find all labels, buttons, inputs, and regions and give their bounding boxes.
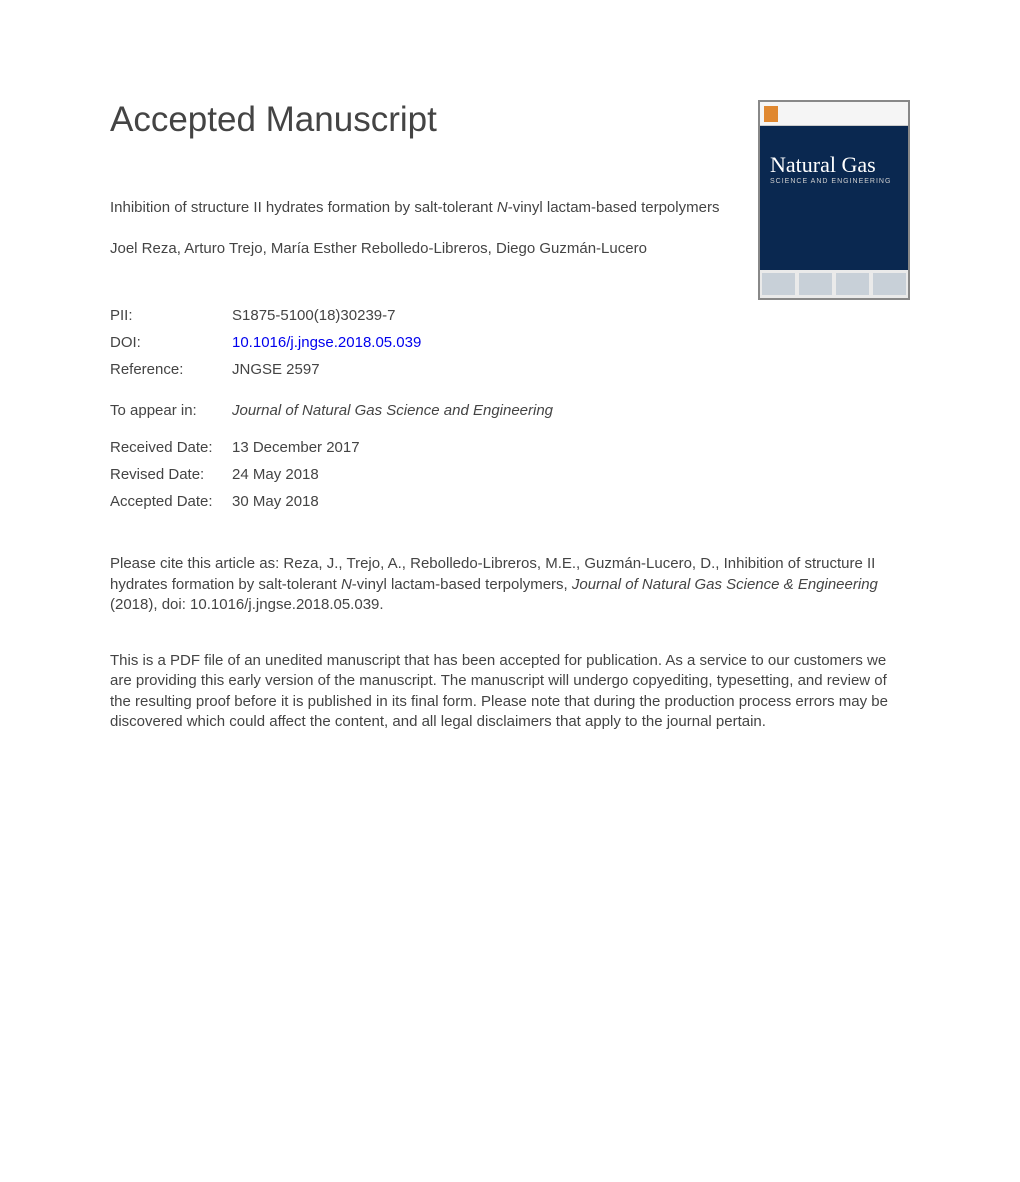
dates-block: Received Date: 13 December 2017 Revised … [110,439,910,510]
accepted-label: Accepted Date: [110,493,232,510]
article-title: Inhibition of structure II hydrates form… [110,198,730,218]
meta-row-reference: Reference: JNGSE 2597 [110,361,910,378]
pii-label: PII: [110,307,232,324]
authors-line: Joel Reza, Arturo Trejo, María Esther Re… [110,240,730,257]
revised-value: 24 May 2018 [232,466,319,483]
appear-in-label: To appear in: [110,402,232,419]
received-label: Received Date: [110,439,232,456]
pii-value: S1875-5100(18)30239-7 [232,307,395,324]
reference-label: Reference: [110,361,232,378]
reference-value: JNGSE 2597 [232,361,320,378]
disclaimer-text: This is a PDF file of an unedited manusc… [110,651,910,732]
citation-text: Please cite this article as: Reza, J., T… [110,554,910,615]
revised-label: Revised Date: [110,466,232,483]
meta-row-pii: PII: S1875-5100(18)30239-7 [110,307,910,324]
accepted-value: 30 May 2018 [232,493,319,510]
doi-label: DOI: [110,334,232,351]
journal-cover-thumbnail: Natural Gas SCIENCE AND ENGINEERING [758,100,910,300]
cover-journal-subtitle: SCIENCE AND ENGINEERING [770,178,898,185]
received-value: 13 December 2017 [232,439,360,456]
cover-footer-strip [760,270,908,298]
meta-row-revised: Revised Date: 24 May 2018 [110,466,910,483]
doi-link[interactable]: 10.1016/j.jngse.2018.05.039 [232,334,421,351]
meta-row-received: Received Date: 13 December 2017 [110,439,910,456]
meta-row-appear-in: To appear in: Journal of Natural Gas Sci… [110,402,910,419]
cover-publisher-strip [760,102,908,126]
elsevier-tree-icon [764,106,778,122]
meta-row-accepted: Accepted Date: 30 May 2018 [110,493,910,510]
metadata-table: PII: S1875-5100(18)30239-7 DOI: 10.1016/… [110,307,910,378]
meta-row-doi: DOI: 10.1016/j.jngse.2018.05.039 [110,334,910,351]
appear-in-value: Journal of Natural Gas Science and Engin… [232,402,553,419]
cover-title-area: Natural Gas SCIENCE AND ENGINEERING [760,126,908,195]
cover-journal-title: Natural Gas [770,154,898,176]
